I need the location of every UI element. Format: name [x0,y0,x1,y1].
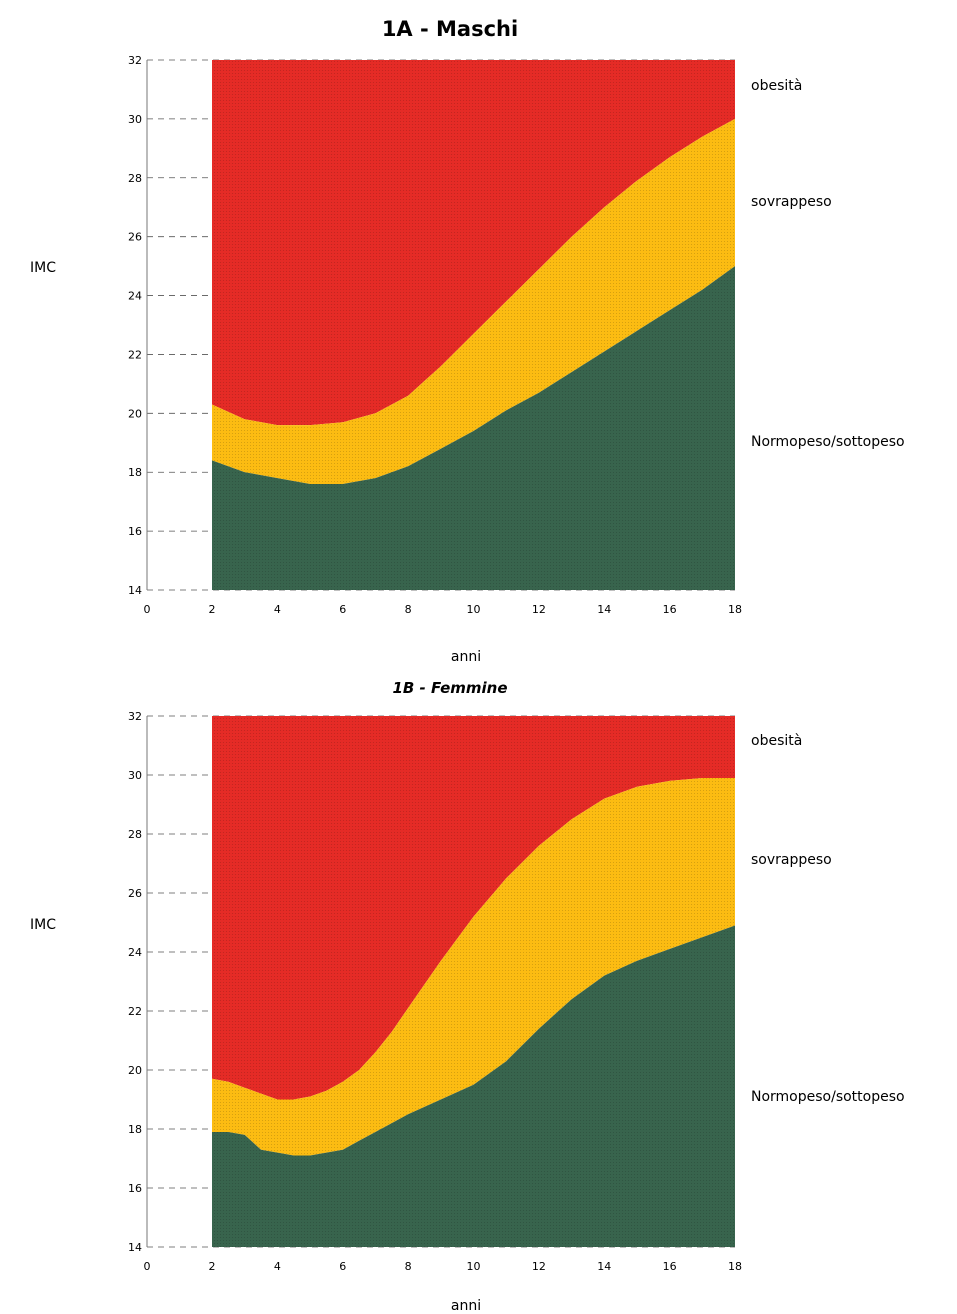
band-normopeso-texture [212,266,735,590]
x-tick-label: 14 [597,1260,611,1273]
x-tick-label: 10 [467,1260,481,1273]
band-label-normopeso: Normopeso/sottopeso [751,1089,905,1105]
y-tick-label: 22 [128,1005,142,1018]
x-tick-label: 18 [728,603,742,616]
band-label-obesita: obesità [751,78,802,94]
y-tick-label: 14 [128,1241,142,1254]
y-tick-label: 30 [128,769,142,782]
y-tick-label: 24 [128,946,142,959]
y-tick-label: 28 [128,172,142,185]
y-tick-label: 30 [128,113,142,126]
band-label-sovrappeso: sovrappeso [751,852,832,868]
x-tick-label: 10 [467,603,481,616]
y-tick-label: 24 [128,290,142,303]
band-obesita-texture [212,60,735,426]
x-tick-label: 2 [209,603,216,616]
band-label-obesita: obesità [751,733,802,749]
x-tick-label: 0 [144,603,151,616]
x-tick-label: 16 [663,603,677,616]
x-tick-label: 4 [274,1260,281,1273]
y-axis-label: IMC [30,260,56,276]
x-tick-label: 8 [405,603,412,616]
band-label-sovrappeso: sovrappeso [751,194,832,210]
x-axis-label: anni [451,649,481,665]
x-tick-label: 2 [209,1260,216,1273]
x-axis-label: anni [451,1298,481,1314]
y-axis-label: IMC [30,917,56,933]
y-tick-label: 32 [128,710,142,723]
x-tick-label: 8 [405,1260,412,1273]
y-tick-label: 20 [128,407,142,420]
y-tick-label: 16 [128,525,142,538]
x-tick-label: 12 [532,1260,546,1273]
y-tick-label: 26 [128,231,142,244]
x-tick-label: 12 [532,603,546,616]
y-tick-label: 20 [128,1064,142,1077]
x-tick-label: 16 [663,1260,677,1273]
x-tick-label: 0 [144,1260,151,1273]
y-tick-label: 18 [128,466,142,479]
x-tick-label: 18 [728,1260,742,1273]
y-tick-label: 28 [128,828,142,841]
y-tick-label: 16 [128,1182,142,1195]
band-sovrappeso-texture [212,778,735,1156]
y-tick-label: 18 [128,1123,142,1136]
x-tick-label: 4 [274,603,281,616]
y-tick-label: 14 [128,584,142,597]
band-obesita-texture [212,716,735,1100]
x-tick-label: 6 [339,603,346,616]
band-label-normopeso: Normopeso/sottopeso [751,434,905,450]
y-tick-label: 22 [128,348,142,361]
band-normopeso-texture [212,925,735,1247]
x-tick-label: 14 [597,603,611,616]
x-tick-label: 6 [339,1260,346,1273]
band-sovrappeso-texture [212,118,735,485]
y-tick-label: 32 [128,54,142,67]
chart-title: 1B - Femmine [392,679,507,697]
y-tick-label: 26 [128,887,142,900]
chart-title: 1A - Maschi [382,17,518,41]
